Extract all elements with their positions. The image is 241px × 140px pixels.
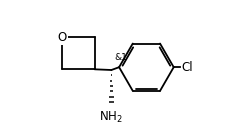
Text: &1: &1 <box>114 53 127 62</box>
Text: Cl: Cl <box>181 61 193 74</box>
Text: O: O <box>58 31 67 44</box>
Text: NH$_2$: NH$_2$ <box>100 110 123 125</box>
